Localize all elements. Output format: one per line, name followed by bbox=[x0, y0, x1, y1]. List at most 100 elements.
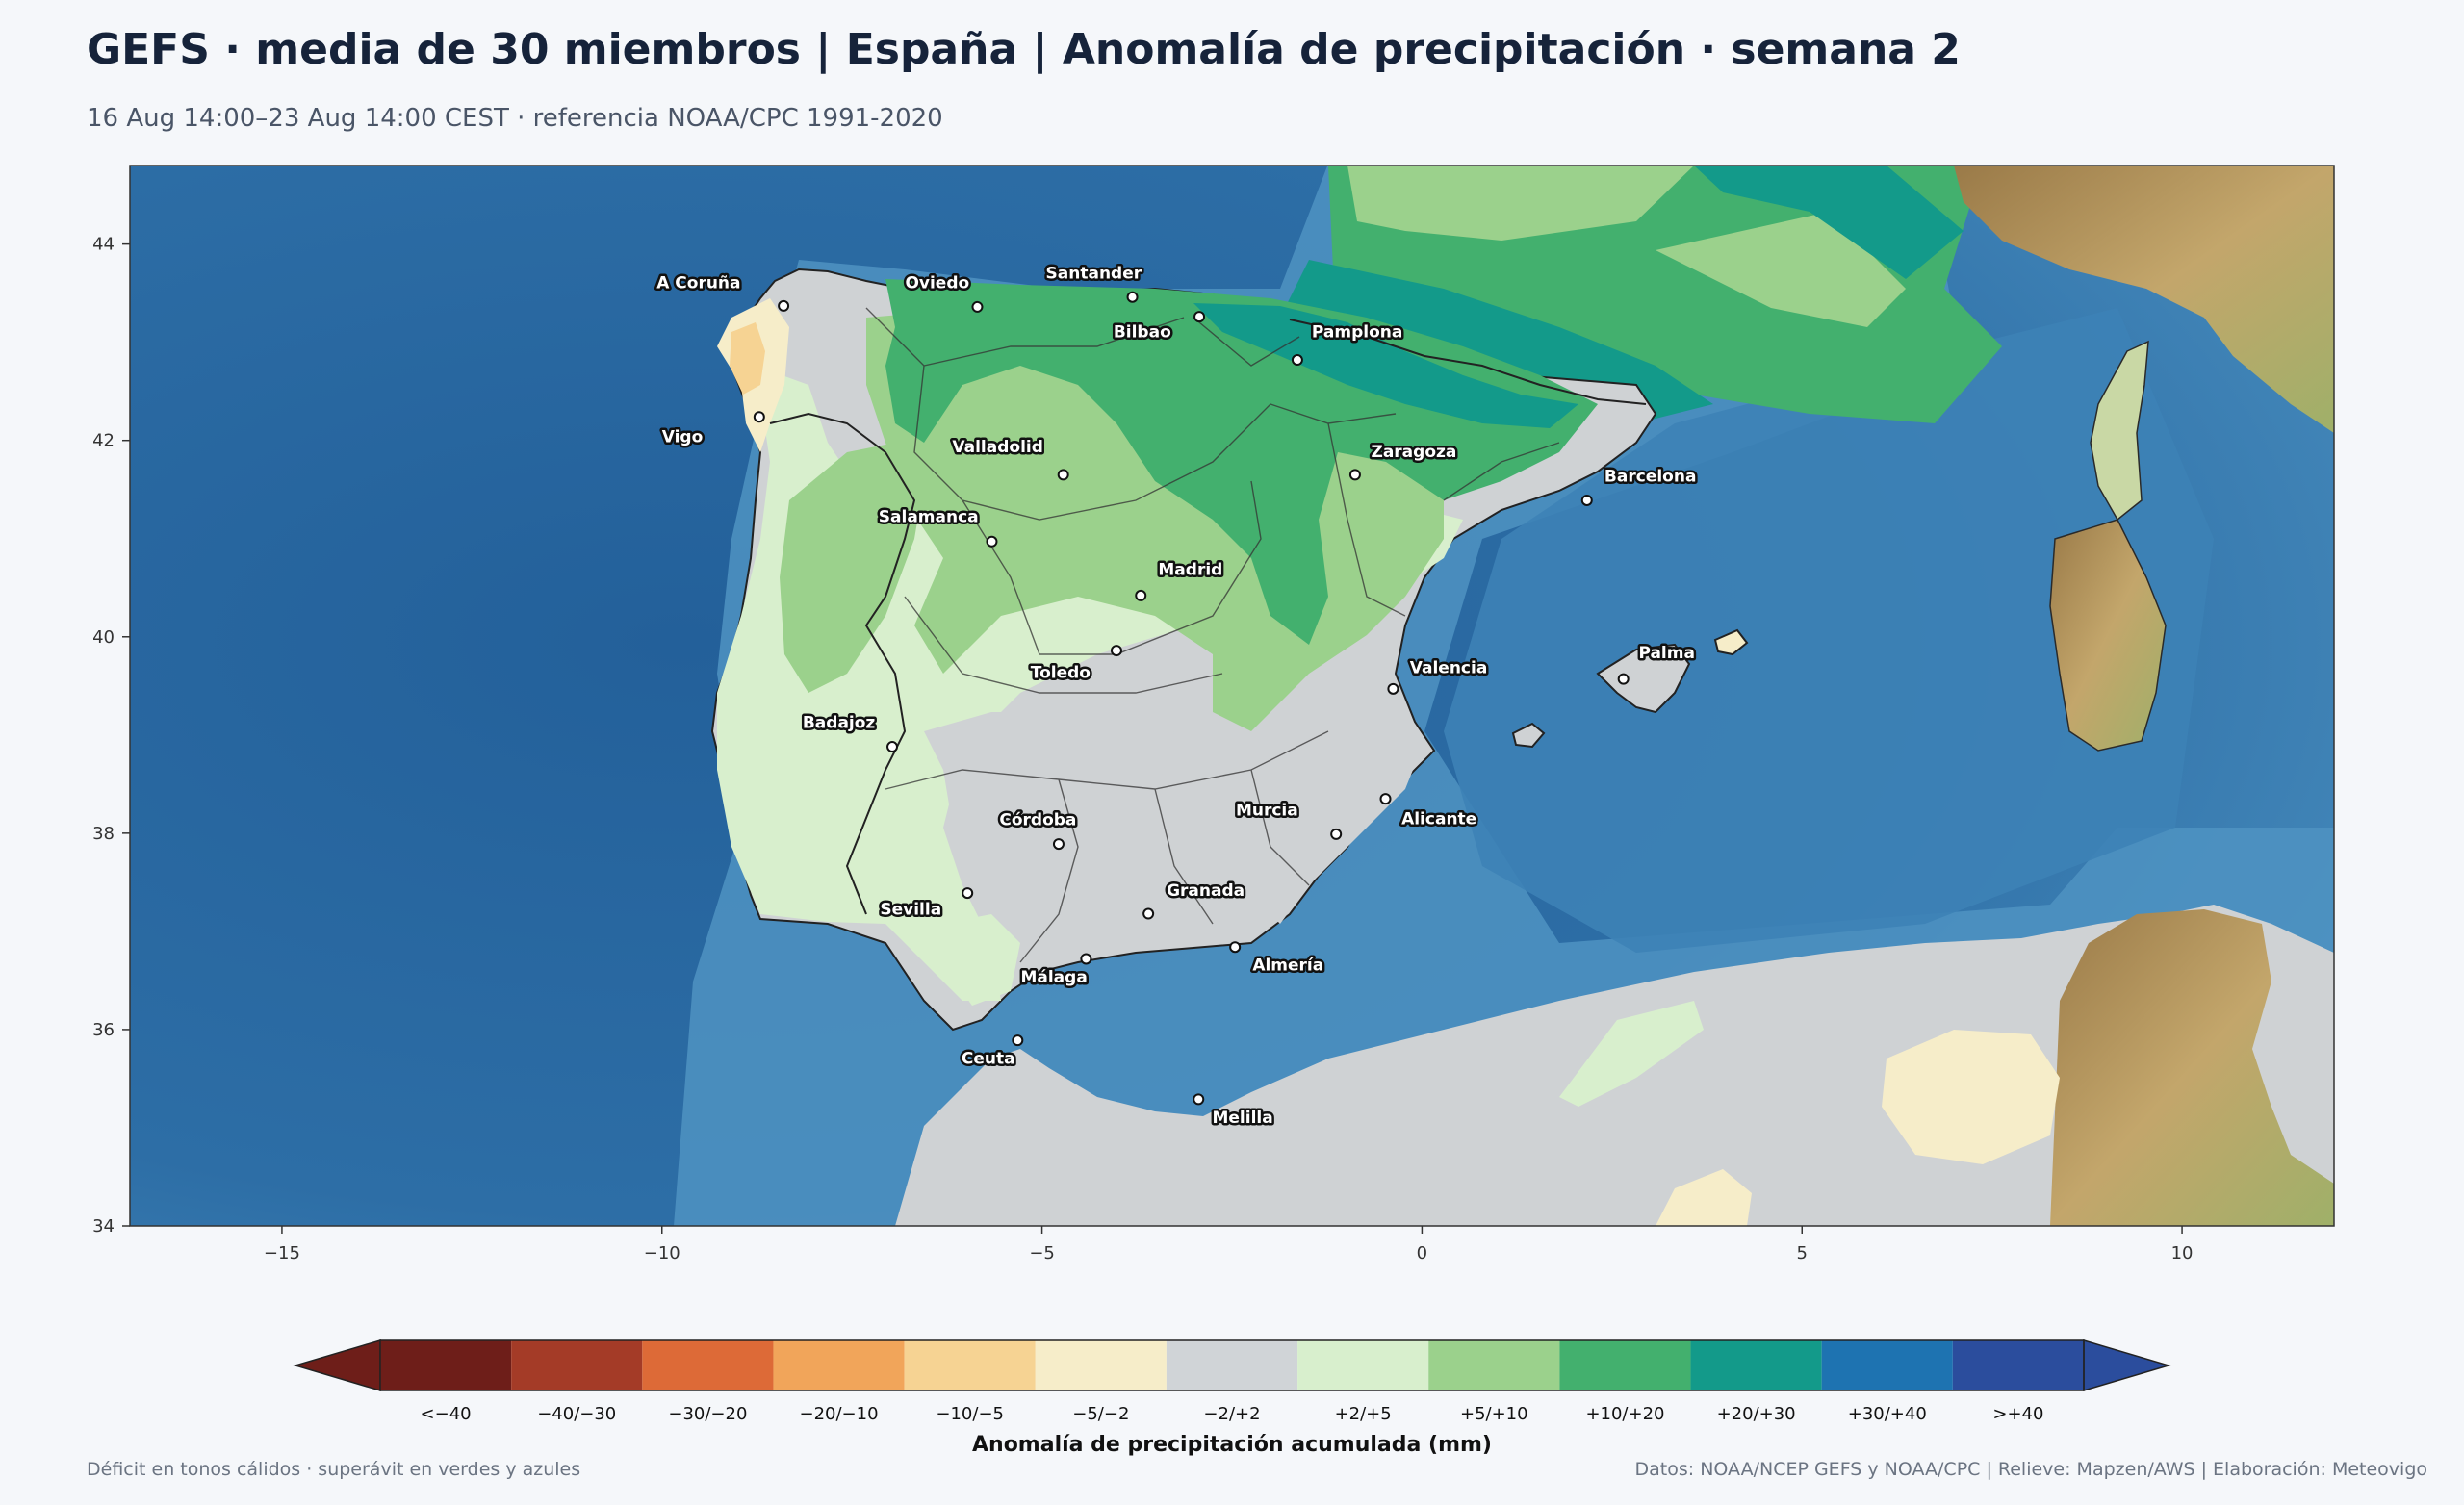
city-dot bbox=[1142, 907, 1155, 920]
map-title: GEFS · media de 30 miembros | España | A… bbox=[87, 25, 1961, 74]
city-label: A Coruña bbox=[656, 274, 740, 293]
city-label: Valladolid bbox=[952, 438, 1043, 457]
island-ibiza bbox=[1511, 722, 1546, 749]
city-label-halo: Toledo bbox=[1031, 664, 1091, 683]
x-tick-label: −5 bbox=[1029, 1243, 1055, 1263]
city-label-halo: Alicante bbox=[1401, 810, 1476, 829]
city-label: Melilla bbox=[1212, 1109, 1272, 1128]
city-dot bbox=[1126, 291, 1139, 303]
colorbar-bin-label: +20/+30 bbox=[1717, 1404, 1796, 1424]
city-label-halo: Granada bbox=[1167, 881, 1245, 901]
x-tick-label: 5 bbox=[1797, 1243, 1808, 1263]
city-label: Córdoba bbox=[999, 811, 1076, 830]
city-label-halo: Oviedo bbox=[905, 274, 969, 293]
city-label: Pamplona bbox=[1312, 323, 1402, 343]
city-label: Santander bbox=[1046, 264, 1142, 283]
city-dot bbox=[1291, 354, 1303, 367]
city-label: Sevilla bbox=[880, 901, 941, 920]
y-tick-label: 40 bbox=[92, 627, 115, 648]
relief-sardinia bbox=[2049, 519, 2167, 752]
city-label-halo: Murcia bbox=[1236, 801, 1298, 820]
city-dot bbox=[1052, 838, 1065, 851]
colorbar-bin bbox=[380, 1340, 512, 1390]
colorbar-bin-label: +10/+20 bbox=[1585, 1404, 1664, 1424]
city-label: Bilbao bbox=[1114, 323, 1171, 343]
colorbar-bin bbox=[1821, 1340, 1953, 1390]
anomaly-africa-green bbox=[1559, 1001, 1704, 1107]
city-label-halo: Sevilla bbox=[880, 901, 941, 920]
anomaly-galicia-orange bbox=[730, 322, 765, 395]
relief-alps bbox=[1954, 166, 2334, 433]
city-dot bbox=[986, 535, 998, 548]
city-label-halo: Valencia bbox=[1410, 659, 1488, 678]
colorbar-bin-label: >+40 bbox=[1992, 1404, 2043, 1424]
city-label-halo: Valladolid bbox=[952, 438, 1043, 457]
colorbar-bin bbox=[1690, 1340, 1822, 1390]
colorbar-bin bbox=[1035, 1340, 1167, 1390]
colorbar-bin bbox=[1297, 1340, 1429, 1390]
anomaly-africa-beige bbox=[1882, 1030, 2060, 1164]
island-mallorca bbox=[1596, 643, 1691, 714]
city-label-halo: Málaga bbox=[1020, 968, 1087, 987]
colorbar-bin-label: −2/+2 bbox=[1203, 1404, 1260, 1424]
y-tick-label: 36 bbox=[92, 1020, 115, 1040]
colorbar-bin bbox=[1428, 1340, 1560, 1390]
x-tick-label: 10 bbox=[2171, 1243, 2194, 1263]
map-frame bbox=[129, 165, 2335, 1227]
city-label-halo: Madrid bbox=[1158, 560, 1222, 579]
y-tick-label: 42 bbox=[92, 431, 115, 451]
city-dot bbox=[1229, 941, 1242, 954]
colorbar-arrow-right bbox=[2083, 1339, 2171, 1392]
city-label-halo: Santander bbox=[1046, 264, 1142, 283]
island-menorca bbox=[1713, 628, 1749, 656]
city-dot bbox=[886, 741, 899, 753]
city-dot bbox=[1330, 828, 1343, 840]
colorbar-bin bbox=[1952, 1340, 2084, 1390]
city-dot bbox=[1193, 1093, 1205, 1106]
city-dot bbox=[1580, 494, 1593, 506]
city-label-halo: Almería bbox=[1252, 957, 1323, 976]
colorbar-bin bbox=[511, 1340, 643, 1390]
city-label-halo: Ceuta bbox=[962, 1050, 1015, 1069]
city-label: Barcelona bbox=[1604, 468, 1697, 487]
city-label: Málaga bbox=[1020, 968, 1087, 987]
colorbar-bin-label: −30/−20 bbox=[668, 1404, 747, 1424]
city-dot bbox=[1348, 469, 1361, 481]
colorbar-bin-label: +5/+10 bbox=[1460, 1404, 1528, 1424]
city-label: Badajoz bbox=[803, 714, 876, 733]
city-label: Madrid bbox=[1158, 560, 1222, 579]
city-label: Palma bbox=[1638, 644, 1695, 663]
city-dot bbox=[778, 299, 790, 312]
city-label: Granada bbox=[1167, 881, 1245, 901]
anomaly-iberia-green-west bbox=[780, 443, 924, 693]
city-dot bbox=[1379, 793, 1392, 805]
city-label: Salamanca bbox=[879, 507, 979, 526]
city-label: Valencia bbox=[1410, 659, 1488, 678]
footer-note: Déficit en tonos cálidos · superávit en … bbox=[87, 1459, 581, 1480]
pyrenees-border bbox=[1289, 319, 1647, 405]
city-label-halo: Córdoba bbox=[999, 811, 1076, 830]
colorbar-bin bbox=[1166, 1340, 1298, 1390]
city-label-halo: Badajoz bbox=[803, 714, 876, 733]
city-dot bbox=[1135, 589, 1147, 601]
city-label: Alicante bbox=[1401, 810, 1476, 829]
footer-credits: Datos: NOAA/NCEP GEFS y NOAA/CPC | Relie… bbox=[1634, 1459, 2427, 1480]
relief-atlas-east bbox=[2050, 909, 2334, 1226]
map-subtitle: 16 Aug 14:00–23 Aug 14:00 CEST · referen… bbox=[87, 104, 943, 133]
y-axis-ticks: 34 36 38 40 42 44 bbox=[92, 235, 130, 1237]
city-dot bbox=[1057, 469, 1069, 481]
city-label: Murcia bbox=[1236, 801, 1298, 820]
colorbar-arrow-left bbox=[293, 1339, 381, 1392]
anomaly-iberia-teal bbox=[1194, 303, 1578, 428]
colorbar-bin bbox=[642, 1340, 774, 1390]
colorbar-bin-label: +2/+5 bbox=[1335, 1404, 1392, 1424]
portugal-border bbox=[769, 412, 916, 915]
city-dot bbox=[962, 887, 974, 900]
city-label: Oviedo bbox=[905, 274, 969, 293]
anomaly-france-light2 bbox=[1656, 212, 1906, 327]
city-label-halo: Melilla bbox=[1212, 1109, 1272, 1128]
anomaly-iberia-gray-south bbox=[924, 712, 1174, 905]
x-axis-ticks: −15 −10 −5 0 5 10 bbox=[264, 1226, 2194, 1263]
